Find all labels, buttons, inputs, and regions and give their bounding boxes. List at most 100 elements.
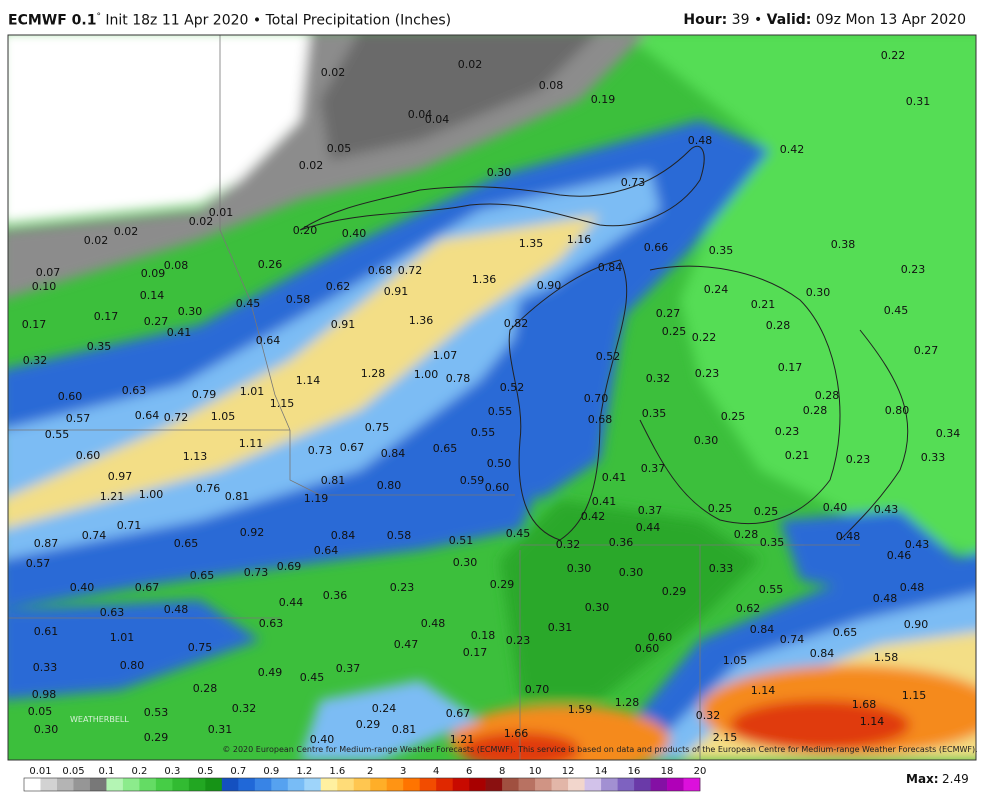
precip-label: 0.08 xyxy=(539,79,564,92)
precip-label: 0.28 xyxy=(734,528,759,541)
color-swatch xyxy=(205,778,223,791)
precip-label: 0.21 xyxy=(751,298,776,311)
precip-label: 0.52 xyxy=(500,381,525,394)
color-swatch xyxy=(353,778,371,791)
precip-label: 0.37 xyxy=(336,662,361,675)
precip-label: 0.68 xyxy=(588,413,613,426)
precip-label: 0.81 xyxy=(321,474,346,487)
precip-label: 0.70 xyxy=(584,392,609,405)
precip-label: 1.01 xyxy=(240,385,265,398)
precip-label: 0.53 xyxy=(144,706,169,719)
precip-label: 0.17 xyxy=(22,318,47,331)
precip-label: 0.09 xyxy=(141,267,166,280)
precip-label: 0.02 xyxy=(114,225,139,238)
color-swatch xyxy=(89,778,107,791)
precip-label: 0.23 xyxy=(846,453,871,466)
precip-label: 0.31 xyxy=(208,723,233,736)
precip-label: 0.33 xyxy=(709,562,734,575)
precip-label: 1.58 xyxy=(874,651,899,664)
color-swatch xyxy=(502,778,519,791)
color-swatch xyxy=(188,778,206,791)
precip-label: 0.42 xyxy=(581,510,606,523)
precip-label: 1.00 xyxy=(139,488,164,501)
precip-label: 0.57 xyxy=(26,557,51,570)
precip-label: 0.48 xyxy=(688,134,713,147)
color-swatch xyxy=(337,778,355,791)
color-swatch xyxy=(683,778,701,791)
precip-label: 0.90 xyxy=(537,279,562,292)
precip-label: 0.78 xyxy=(446,372,471,385)
precip-label: 0.36 xyxy=(609,536,634,549)
precip-label: 0.14 xyxy=(140,289,165,302)
precip-label: 0.29 xyxy=(356,718,381,731)
precip-label: 0.05 xyxy=(327,142,352,155)
precip-label: 0.28 xyxy=(193,682,218,695)
precip-label: 0.02 xyxy=(189,215,214,228)
color-swatch xyxy=(617,778,635,791)
precip-label: 0.23 xyxy=(695,367,720,380)
colorbar-label: 1.2 xyxy=(296,766,312,777)
precip-label: 0.30 xyxy=(567,562,592,575)
max-label: Max: xyxy=(906,772,939,786)
color-swatch xyxy=(254,778,272,791)
precip-label: 0.55 xyxy=(759,583,784,596)
precip-label: 0.40 xyxy=(70,581,95,594)
precip-label: 1.59 xyxy=(568,703,593,716)
colorbar-label: 10 xyxy=(529,766,542,777)
precip-label: 0.52 xyxy=(596,350,621,363)
colorbar-label: 2 xyxy=(367,766,373,777)
precip-label: 0.18 xyxy=(471,629,496,642)
colorbar-label: 1.6 xyxy=(329,766,345,777)
precip-label: 0.64 xyxy=(314,544,339,557)
color-swatch xyxy=(370,778,388,791)
precip-label: 0.65 xyxy=(433,442,458,455)
precip-label: 0.72 xyxy=(398,264,423,277)
colorbar-label: 0.05 xyxy=(62,766,84,777)
precip-label: 0.69 xyxy=(277,560,302,573)
precip-label: 0.30 xyxy=(453,556,478,569)
precip-label: 1.19 xyxy=(304,492,329,505)
precip-label: 0.90 xyxy=(904,618,929,631)
precip-label: 0.23 xyxy=(390,581,415,594)
precip-label: 0.49 xyxy=(258,666,283,679)
precip-label: 0.87 xyxy=(34,537,59,550)
precip-label: 0.80 xyxy=(120,659,145,672)
labels: 0.020.020.080.190.220.310.040.040.050.02… xyxy=(22,49,961,746)
precip-label: 1.05 xyxy=(723,654,748,667)
init: Init 18z 11 Apr 2020 xyxy=(105,12,249,29)
precip-label: 0.80 xyxy=(885,404,910,417)
precip-label: 0.65 xyxy=(833,626,858,639)
model: ECMWF 0.1 xyxy=(8,12,97,29)
precip-label: 0.74 xyxy=(82,529,107,542)
color-swatch xyxy=(155,778,173,791)
precip-label: 0.48 xyxy=(836,530,861,543)
precip-label: 0.25 xyxy=(662,325,687,338)
precip-label: 0.48 xyxy=(873,592,898,605)
precip-label: 0.60 xyxy=(76,449,101,462)
color-swatch xyxy=(452,778,470,791)
precip-label: 0.32 xyxy=(23,354,48,367)
precip-label: 0.41 xyxy=(592,495,617,508)
color-swatch xyxy=(271,778,289,791)
precip-label: 0.04 xyxy=(408,108,433,121)
colorbar-label: 0.5 xyxy=(197,766,213,777)
precip-label: 0.33 xyxy=(921,451,946,464)
color-swatch xyxy=(634,778,651,791)
color-swatch xyxy=(287,778,305,791)
color-swatch xyxy=(601,778,618,791)
colorbar-frame xyxy=(23,777,701,792)
precip-label: 1.14 xyxy=(296,374,321,387)
precip-label: 0.27 xyxy=(656,307,681,320)
color-swatch xyxy=(584,778,602,791)
precip-label: 0.64 xyxy=(256,334,281,347)
precip-label: 0.73 xyxy=(621,176,646,189)
precip-label: 0.24 xyxy=(704,283,729,296)
precip-label: 0.01 xyxy=(209,206,234,219)
precip-label: 0.25 xyxy=(708,502,733,515)
colorbar-label: 6 xyxy=(466,766,472,777)
precip-label: 0.37 xyxy=(638,504,663,517)
precip-label: 0.45 xyxy=(506,527,531,540)
precip-label: 0.05 xyxy=(28,705,53,718)
colorbar-label: 18 xyxy=(661,766,674,777)
